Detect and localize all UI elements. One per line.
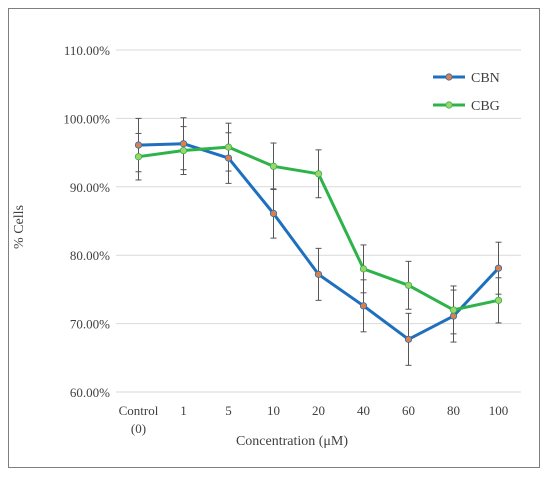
x-tick-label: 10	[267, 403, 280, 418]
x-tick-label: 1	[180, 403, 187, 418]
legend-label-cbg: CBG	[471, 99, 500, 114]
data-point-cbn	[449, 312, 458, 320]
y-tick-label: 80.00%	[70, 248, 110, 263]
error-bars	[135, 117, 502, 366]
data-point-cbn	[224, 154, 233, 162]
x-tick-label: (0)	[131, 421, 146, 436]
series-markers	[134, 140, 503, 343]
x-tick-label: 60	[402, 403, 415, 418]
y-tick-label: 100.00%	[63, 111, 110, 126]
data-point-cbg	[494, 296, 503, 304]
data-point-cbn	[404, 335, 413, 343]
x-axis-label: Concentration (μM)	[236, 434, 348, 449]
legend-item-cbg: CBG	[433, 99, 500, 114]
legend-marker-cbn	[445, 73, 453, 81]
x-tick-label: Control	[119, 403, 159, 418]
legend-item-cbn: CBN	[433, 71, 500, 86]
x-tick-labels: Control (0) 1 5 10 20 40 60 80 100	[119, 403, 509, 436]
x-tick-label: 80	[447, 403, 460, 418]
data-point-cbn	[359, 302, 368, 310]
data-point-cbg	[134, 153, 143, 161]
x-tick-label: 20	[312, 403, 325, 418]
data-point-cbn	[314, 270, 323, 278]
data-point-cbn	[269, 209, 278, 218]
y-tick-label: 90.00%	[70, 180, 110, 195]
x-tick-label: 5	[225, 403, 232, 418]
legend: CBN CBG	[433, 71, 500, 114]
data-point-cbn	[179, 140, 188, 148]
data-point-cbg	[179, 146, 188, 155]
y-tick-label: 110.00%	[64, 43, 110, 58]
data-point-cbg	[269, 162, 278, 170]
gridlines	[116, 49, 521, 393]
chart-frame: 60.00% 70.00% 80.00% 90.00% 100.00% 110.00% C…	[8, 8, 540, 468]
x-tick-label: 100	[489, 403, 509, 418]
legend-marker-cbg	[445, 101, 453, 109]
data-point-cbn	[134, 141, 143, 149]
x-tick-label: 40	[357, 403, 370, 418]
y-axis-label: % Cells	[12, 205, 27, 249]
data-point-cbg	[404, 281, 413, 289]
data-point-cbg	[224, 143, 233, 151]
y-tick-labels: 60.00% 70.00% 80.00% 90.00% 100.00% 110.00%	[63, 43, 110, 400]
data-point-cbg	[359, 265, 368, 273]
y-tick-label: 70.00%	[70, 317, 110, 332]
data-point-cbg	[449, 306, 458, 314]
chart-svg: 60.00% 70.00% 80.00% 90.00% 100.00% 110.00% C…	[12, 43, 521, 449]
data-point-cbn	[494, 264, 503, 272]
data-point-cbg	[314, 170, 323, 178]
legend-label-cbn: CBN	[471, 71, 500, 86]
y-tick-label: 60.00%	[70, 385, 110, 400]
